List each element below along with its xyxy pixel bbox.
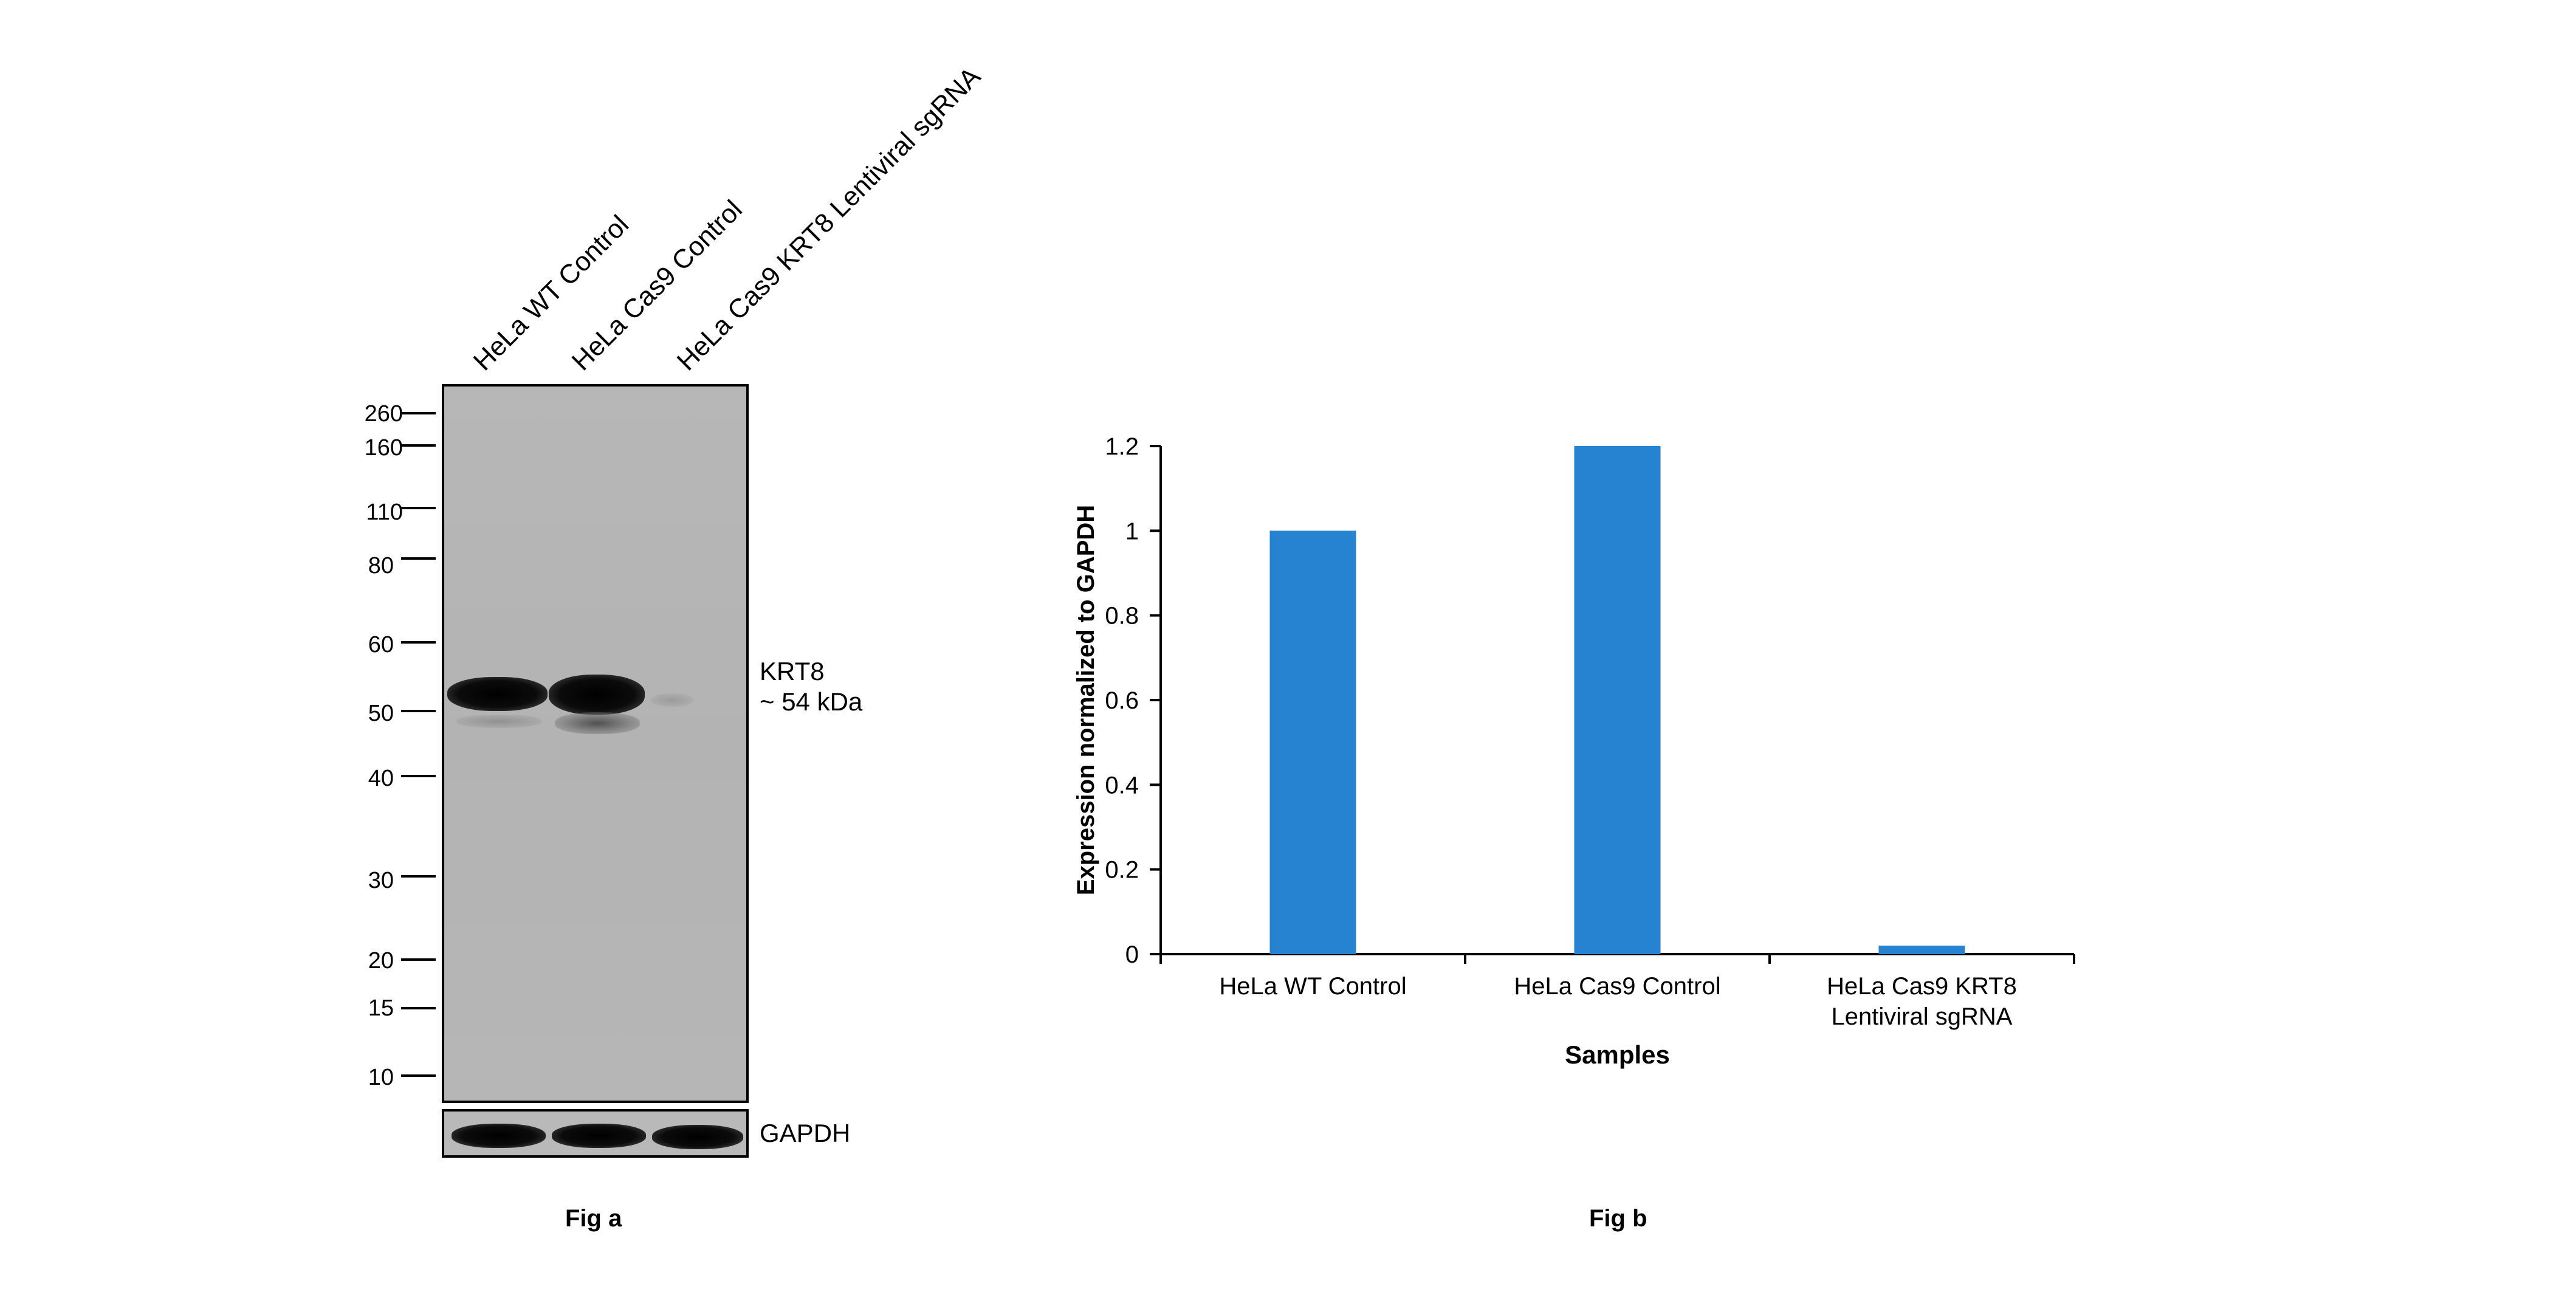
mw-tick: [401, 875, 436, 878]
mw-tick: [401, 1007, 436, 1009]
mw-marker-160: 160: [364, 435, 403, 461]
y-tick-label: 0.6: [1105, 687, 1139, 714]
bar-2: [1574, 446, 1661, 954]
y-tick-label: 0.8: [1105, 603, 1139, 630]
bar-3: [1878, 946, 1965, 954]
lower-band-lane-2: [555, 712, 640, 734]
western-blot-krt8: [442, 384, 749, 1103]
gapdh-label: GAPDH: [760, 1119, 851, 1147]
mw-marker-50: 50: [368, 701, 394, 726]
mw-tick: [401, 507, 436, 509]
mw-marker-260: 260: [364, 401, 403, 427]
mw-marker-80: 80: [368, 553, 394, 579]
mw-marker-40: 40: [368, 766, 394, 791]
y-tick-label: 0: [1125, 941, 1139, 968]
mw-marker-15: 15: [368, 995, 394, 1021]
mw-marker-110: 110: [366, 500, 403, 525]
krt8-name: KRT8: [760, 657, 825, 686]
gapdh-band-lane-2: [552, 1124, 646, 1148]
mw-marker-10: 10: [368, 1065, 394, 1090]
x-axis-title: Samples: [1565, 1040, 1670, 1069]
mw-tick: [401, 412, 436, 414]
mw-marker-30: 30: [368, 868, 394, 893]
mw-marker-20: 20: [368, 948, 394, 974]
x-tick-label: Lentiviral sgRNA: [1832, 1003, 2013, 1030]
x-tick-label: HeLa WT Control: [1219, 973, 1406, 1000]
mw-tick: [401, 958, 436, 961]
gapdh-band-lane-1: [452, 1124, 546, 1148]
krt8-band-lane-1: [447, 677, 548, 711]
bar-1: [1269, 531, 1356, 954]
mw-tick: [401, 557, 436, 560]
faint-band-lane-3: [651, 693, 693, 707]
y-tick-label: 1: [1125, 518, 1139, 545]
mw-tick: [401, 710, 436, 712]
y-axis-title: Expression normalized to GAPDH: [1073, 505, 1099, 895]
krt8-size: ~ 54 kDa: [760, 687, 863, 716]
y-tick-label: 1.2: [1105, 433, 1139, 460]
x-tick-label: HeLa Cas9 Control: [1514, 973, 1720, 1000]
y-tick-label: 0.2: [1105, 857, 1139, 884]
krt8-band-lane-2: [549, 675, 645, 715]
mw-marker-60: 60: [368, 632, 394, 658]
mw-tick: [401, 775, 436, 777]
mw-tick: [401, 444, 436, 447]
x-tick-label: HeLa Cas9 KRT8: [1827, 973, 2017, 1000]
fig-a-caption: Fig a: [565, 1205, 622, 1232]
mw-tick: [401, 1074, 436, 1077]
fig-b-caption: Fig b: [1589, 1205, 1647, 1232]
lower-band-lane-1: [456, 715, 541, 728]
western-blot-gapdh: [442, 1109, 749, 1158]
y-tick-label: 0.4: [1105, 772, 1139, 799]
mw-tick: [401, 641, 436, 644]
gapdh-band-lane-3: [652, 1125, 743, 1149]
krt8-label: KRT8 ~ 54 kDa: [760, 656, 862, 717]
